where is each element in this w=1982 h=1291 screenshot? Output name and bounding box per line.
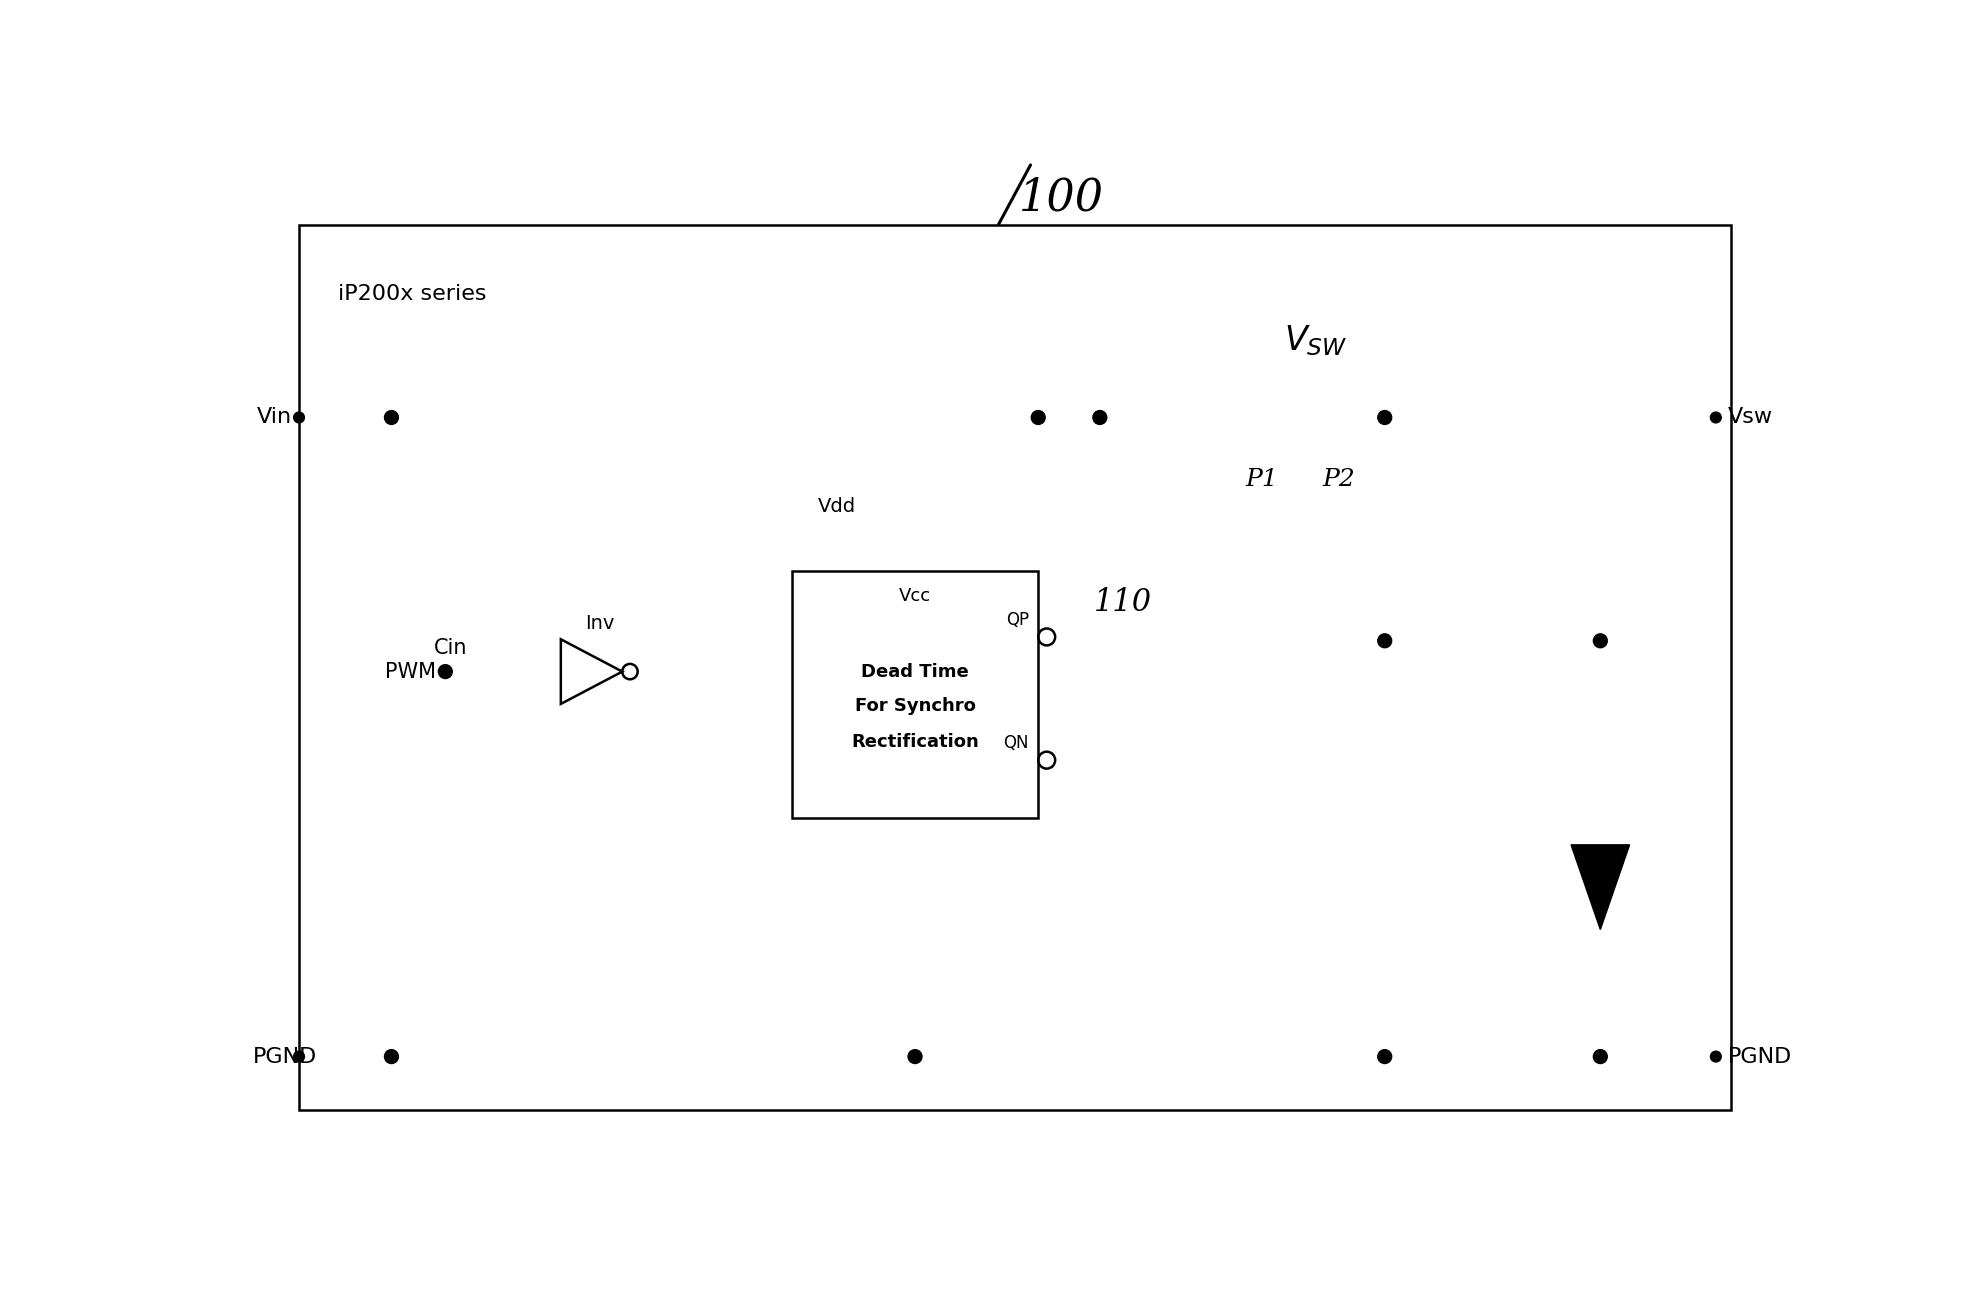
Circle shape <box>438 665 452 679</box>
Text: Inv: Inv <box>585 615 614 634</box>
Text: $V_{SW}$: $V_{SW}$ <box>1282 323 1346 358</box>
Circle shape <box>1377 411 1391 425</box>
Text: 100: 100 <box>1019 177 1104 219</box>
Text: QN: QN <box>1003 735 1029 753</box>
Circle shape <box>1377 634 1391 648</box>
Circle shape <box>908 1050 922 1064</box>
Text: PWM: PWM <box>385 661 436 682</box>
Polygon shape <box>1570 844 1629 930</box>
Bar <box>791 572 1039 818</box>
Text: Cin: Cin <box>434 639 468 658</box>
Text: Vin: Vin <box>256 408 291 427</box>
Text: 110: 110 <box>1094 587 1152 618</box>
Circle shape <box>1377 1050 1391 1064</box>
Text: Dead Time: Dead Time <box>860 662 969 680</box>
Circle shape <box>1594 1050 1607 1064</box>
Circle shape <box>1710 1051 1720 1062</box>
Text: QP: QP <box>1005 611 1029 629</box>
Text: Rectification: Rectification <box>850 733 979 751</box>
Text: Vdd: Vdd <box>817 497 854 515</box>
Circle shape <box>385 1050 398 1064</box>
Bar <box>299 225 1730 1110</box>
Text: For Synchro: For Synchro <box>854 697 975 715</box>
Text: PGND: PGND <box>254 1047 317 1066</box>
Circle shape <box>1710 412 1720 423</box>
Circle shape <box>1092 411 1106 425</box>
Text: PGND: PGND <box>1726 1047 1790 1066</box>
Circle shape <box>1594 634 1607 648</box>
Text: iP200x series: iP200x series <box>337 284 486 305</box>
Circle shape <box>293 412 305 423</box>
Text: Vsw: Vsw <box>1726 408 1772 427</box>
Circle shape <box>293 1051 305 1062</box>
Text: P1: P1 <box>1245 467 1276 491</box>
Text: P2: P2 <box>1322 467 1354 491</box>
Circle shape <box>385 411 398 425</box>
Circle shape <box>1031 411 1045 425</box>
Text: Vcc: Vcc <box>898 587 932 605</box>
